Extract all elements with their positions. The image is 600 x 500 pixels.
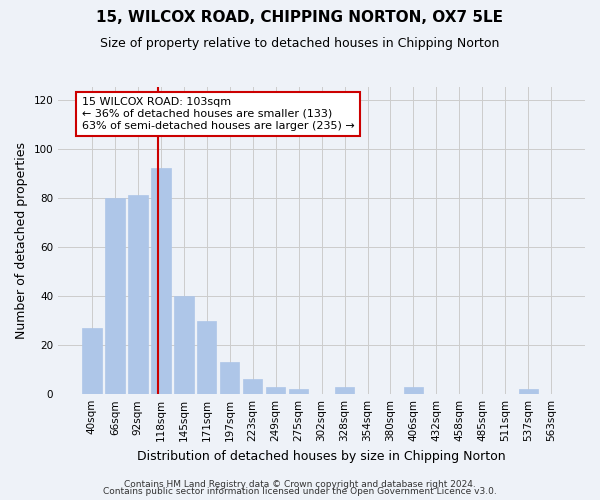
Bar	[518, 390, 538, 394]
Y-axis label: Number of detached properties: Number of detached properties	[15, 142, 28, 340]
Bar	[243, 380, 262, 394]
Bar	[151, 168, 170, 394]
Bar	[128, 196, 148, 394]
Bar	[220, 362, 239, 394]
Bar	[82, 328, 101, 394]
Bar	[105, 198, 125, 394]
Bar	[266, 387, 286, 394]
Text: Size of property relative to detached houses in Chipping Norton: Size of property relative to detached ho…	[100, 38, 500, 51]
Bar	[174, 296, 194, 394]
Bar	[289, 390, 308, 394]
Bar	[404, 387, 423, 394]
Bar	[335, 387, 355, 394]
Text: 15 WILCOX ROAD: 103sqm
← 36% of detached houses are smaller (133)
63% of semi-de: 15 WILCOX ROAD: 103sqm ← 36% of detached…	[82, 98, 354, 130]
Text: 15, WILCOX ROAD, CHIPPING NORTON, OX7 5LE: 15, WILCOX ROAD, CHIPPING NORTON, OX7 5L…	[97, 10, 503, 25]
X-axis label: Distribution of detached houses by size in Chipping Norton: Distribution of detached houses by size …	[137, 450, 506, 462]
Text: Contains public sector information licensed under the Open Government Licence v3: Contains public sector information licen…	[103, 487, 497, 496]
Bar	[197, 320, 217, 394]
Text: Contains HM Land Registry data © Crown copyright and database right 2024.: Contains HM Land Registry data © Crown c…	[124, 480, 476, 489]
